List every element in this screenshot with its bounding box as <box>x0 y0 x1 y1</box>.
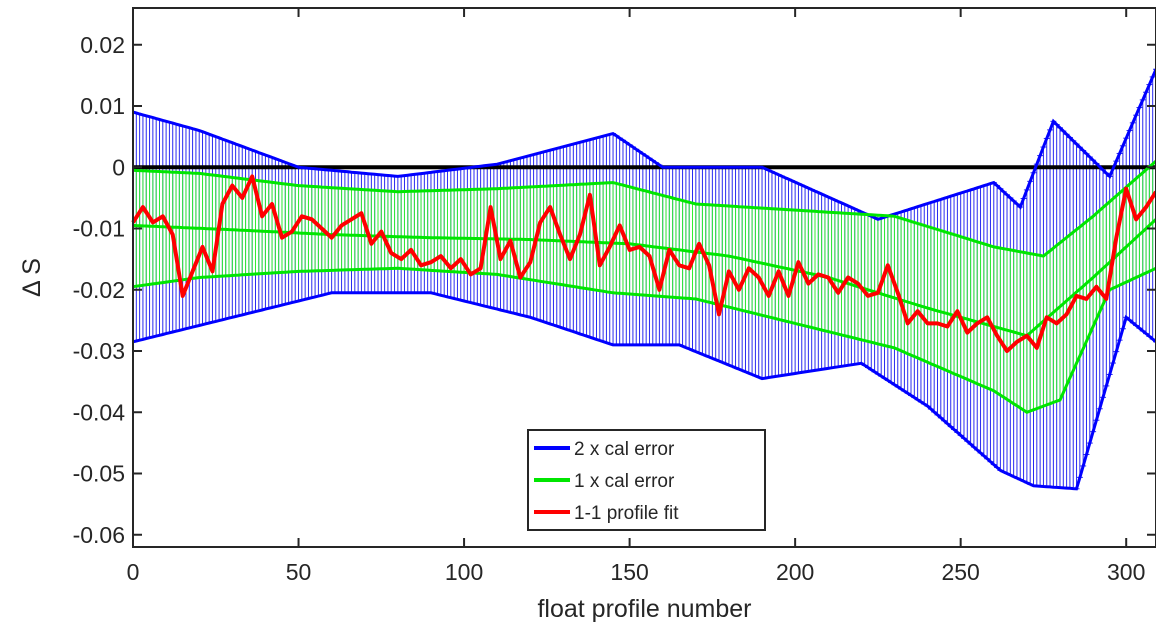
legend: 2 x cal error 1 x cal error 1-1 profile fi… <box>527 429 766 531</box>
x-tick-label: 200 <box>776 559 814 585</box>
y-tick-label: -0.03 <box>73 338 125 364</box>
series-two-sigma-upper <box>132 68 1156 221</box>
error-bars-one-sigma <box>135 161 1156 413</box>
y-tick-label: -0.04 <box>73 399 126 425</box>
y-tick-label: 0 <box>112 154 125 180</box>
x-tick-label: 150 <box>610 559 648 585</box>
y-tick-label: -0.05 <box>73 461 125 487</box>
y-tick-label: 0.01 <box>80 93 125 119</box>
error-bars-two-sigma <box>133 68 1156 490</box>
x-tick-label: 50 <box>286 559 312 585</box>
x-axis-label: float profile number <box>537 595 751 623</box>
series-fit-center <box>132 218 1156 338</box>
legend-label: 1-1 profile fit <box>574 503 679 524</box>
y-tick-label: -0.01 <box>73 216 125 242</box>
y-tick-label: -0.06 <box>73 522 125 548</box>
y-axis: 0.02 0.01 0 -0.01 -0.02 -0.03 -0.04 -0.05 -0.06 <box>73 32 1156 548</box>
x-tick-label: 250 <box>941 559 979 585</box>
y-tick-label: 0.02 <box>80 32 125 58</box>
series-profile-fit <box>131 174 1156 353</box>
x-tick-label: 100 <box>445 559 483 585</box>
series-two-sigma-lower <box>132 291 1156 491</box>
x-tick-label: 300 <box>1107 559 1145 585</box>
x-axis: 0 50 100 150 200 250 300 <box>127 8 1145 585</box>
y-axis-label: Δ S <box>18 258 46 297</box>
legend-label: 2 x cal error <box>574 439 675 460</box>
series-one-sigma-upper <box>132 159 1156 258</box>
x-tick-label: 0 <box>127 559 140 585</box>
series-one-sigma-lower <box>132 266 1156 414</box>
plot-area-frame <box>132 7 1156 548</box>
y-tick-label: -0.02 <box>73 277 125 303</box>
legend-label: 1 x cal error <box>574 471 675 492</box>
